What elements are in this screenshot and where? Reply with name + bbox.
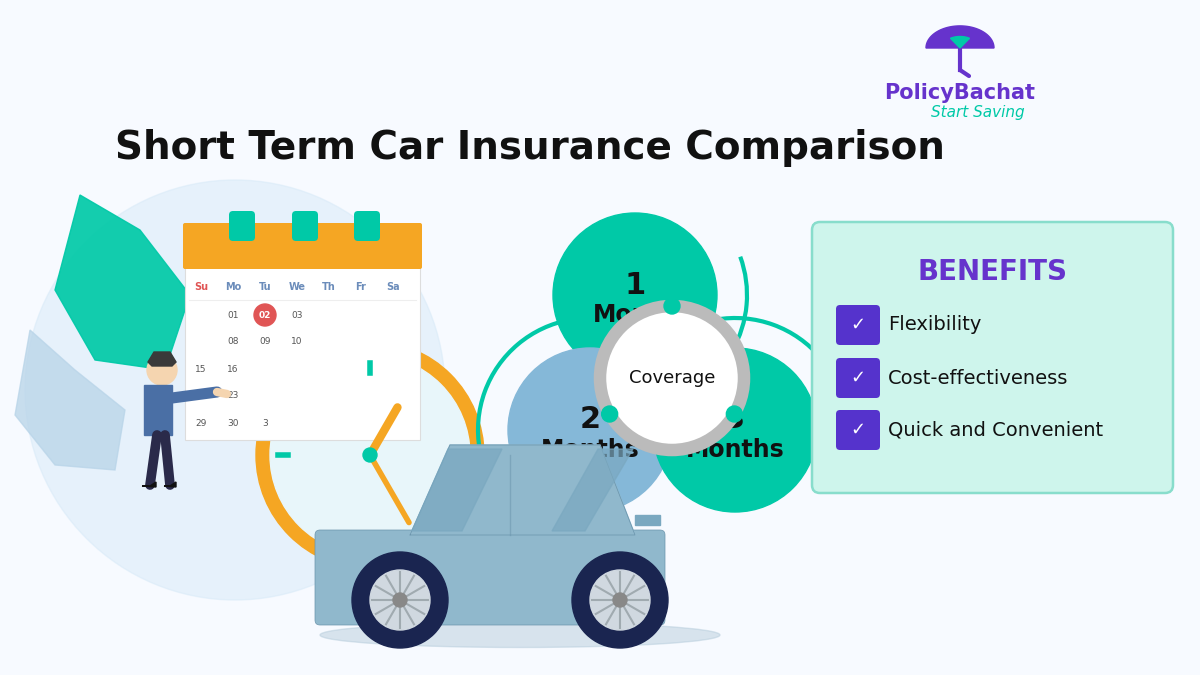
Circle shape: [352, 552, 448, 648]
FancyBboxPatch shape: [836, 410, 880, 450]
Text: Coverage: Coverage: [629, 369, 715, 387]
FancyBboxPatch shape: [314, 530, 665, 625]
Text: Cost-effectiveness: Cost-effectiveness: [888, 369, 1068, 387]
Text: Month: Month: [593, 303, 677, 327]
FancyBboxPatch shape: [182, 223, 422, 269]
Circle shape: [25, 180, 445, 600]
Text: 08: 08: [227, 338, 239, 346]
FancyBboxPatch shape: [229, 211, 256, 241]
Text: Sa: Sa: [386, 282, 400, 292]
Text: Mo: Mo: [224, 282, 241, 292]
Text: Short Term Car Insurance Comparison: Short Term Car Insurance Comparison: [115, 129, 944, 167]
FancyBboxPatch shape: [354, 211, 380, 241]
Polygon shape: [552, 449, 634, 531]
Text: ✓: ✓: [851, 369, 865, 387]
Circle shape: [394, 593, 407, 607]
Text: 2: 2: [580, 406, 600, 435]
Text: 02: 02: [259, 310, 271, 319]
Text: 22: 22: [196, 392, 206, 400]
Text: Start Saving: Start Saving: [931, 105, 1025, 121]
Polygon shape: [926, 26, 994, 48]
Polygon shape: [14, 330, 125, 470]
Text: 1: 1: [624, 271, 646, 300]
Text: BENEFITS: BENEFITS: [918, 258, 1068, 286]
Circle shape: [508, 348, 672, 512]
Polygon shape: [950, 36, 970, 48]
Polygon shape: [55, 195, 190, 370]
Text: Months: Months: [685, 438, 785, 462]
Circle shape: [600, 306, 744, 450]
Circle shape: [653, 348, 817, 512]
FancyBboxPatch shape: [836, 305, 880, 345]
Polygon shape: [325, 265, 415, 380]
Text: Su: Su: [194, 282, 208, 292]
FancyBboxPatch shape: [836, 358, 880, 398]
Circle shape: [553, 213, 718, 377]
Text: 30: 30: [227, 418, 239, 427]
Text: 01: 01: [227, 310, 239, 319]
Text: 29: 29: [196, 418, 206, 427]
Circle shape: [254, 304, 276, 326]
FancyBboxPatch shape: [812, 222, 1174, 493]
Polygon shape: [635, 515, 660, 525]
Polygon shape: [142, 482, 156, 487]
Text: ✓: ✓: [851, 421, 865, 439]
Polygon shape: [410, 445, 635, 535]
Text: 10: 10: [292, 338, 302, 346]
FancyBboxPatch shape: [185, 267, 420, 440]
Polygon shape: [164, 482, 176, 487]
Text: 15: 15: [196, 364, 206, 373]
Text: 03: 03: [292, 310, 302, 319]
Text: Flexibility: Flexibility: [888, 315, 982, 335]
Text: 16: 16: [227, 364, 239, 373]
Text: Months: Months: [541, 438, 640, 462]
Text: ✓: ✓: [851, 316, 865, 334]
Text: We: We: [288, 282, 306, 292]
Circle shape: [601, 406, 618, 422]
Circle shape: [613, 593, 628, 607]
Ellipse shape: [320, 622, 720, 647]
Circle shape: [572, 552, 668, 648]
Circle shape: [270, 355, 470, 555]
FancyBboxPatch shape: [292, 211, 318, 241]
Text: 23: 23: [227, 392, 239, 400]
Polygon shape: [412, 449, 502, 531]
Circle shape: [364, 448, 377, 462]
Polygon shape: [148, 352, 176, 366]
Text: Fr: Fr: [355, 282, 366, 292]
Circle shape: [664, 298, 680, 314]
Circle shape: [256, 341, 484, 569]
Text: Tu: Tu: [259, 282, 271, 292]
Circle shape: [726, 406, 743, 422]
Polygon shape: [144, 385, 172, 435]
Circle shape: [590, 570, 650, 630]
Circle shape: [148, 355, 178, 385]
Text: 3: 3: [725, 406, 745, 435]
Text: 3: 3: [262, 418, 268, 427]
Text: Th: Th: [322, 282, 336, 292]
Text: PolicyBachat: PolicyBachat: [884, 83, 1036, 103]
Text: Quick and Convenient: Quick and Convenient: [888, 421, 1103, 439]
Text: 09: 09: [259, 338, 271, 346]
Circle shape: [370, 570, 430, 630]
